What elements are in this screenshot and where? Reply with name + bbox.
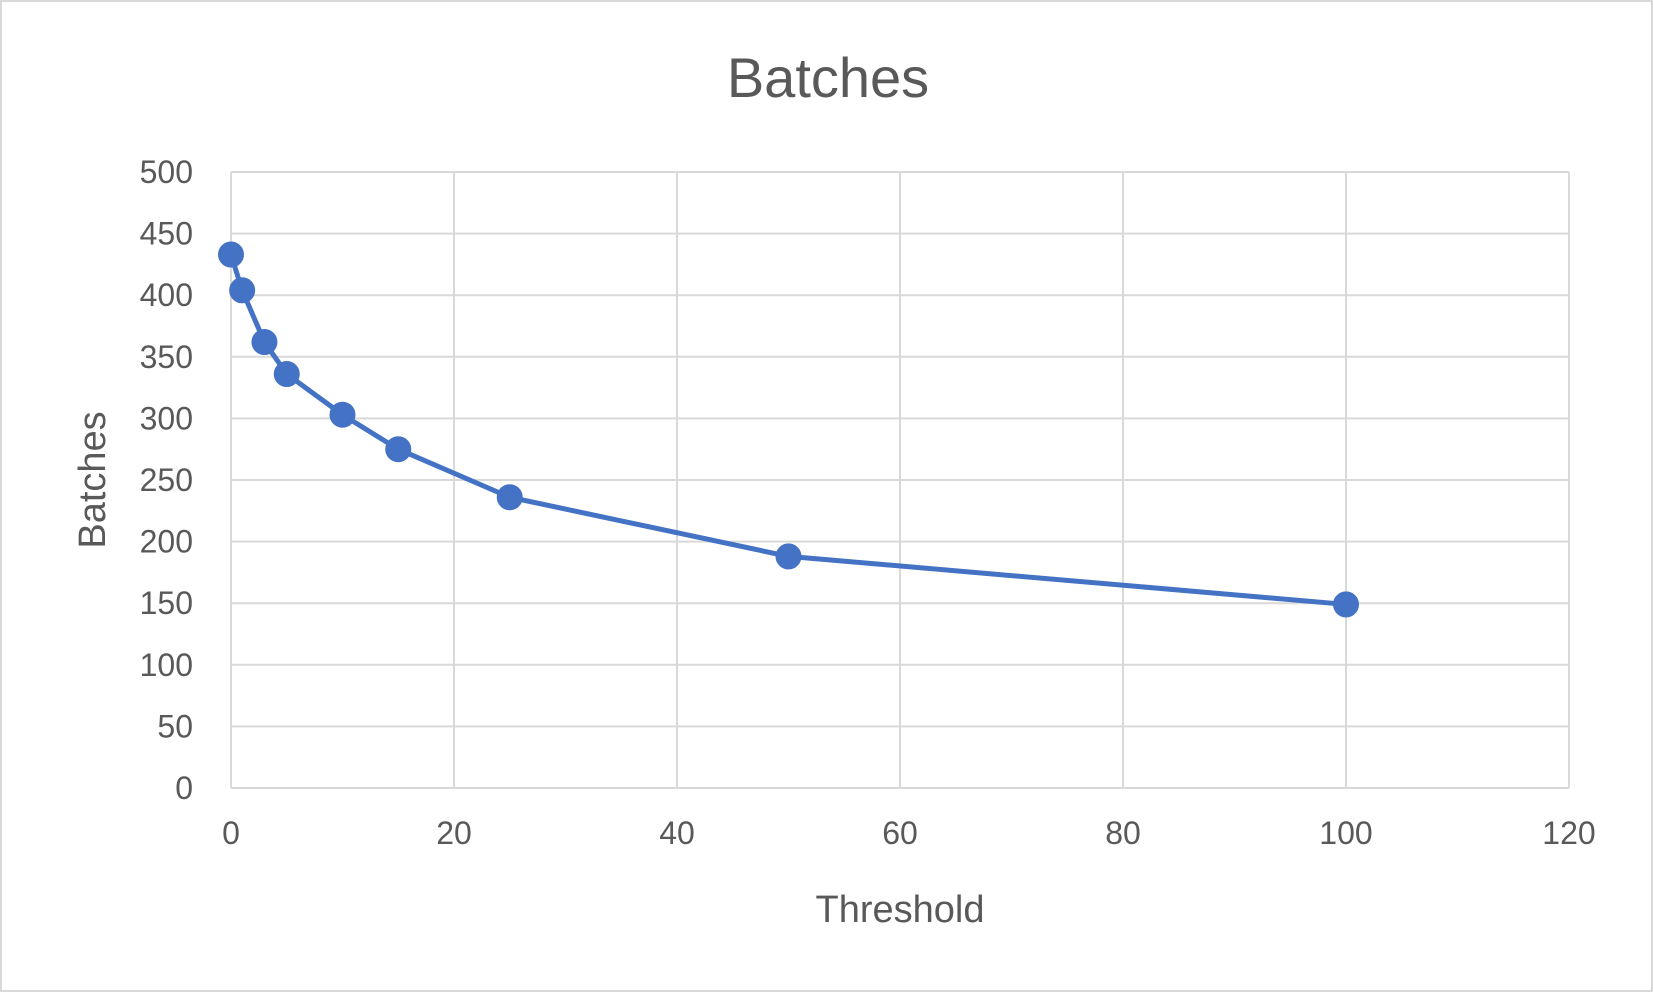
x-axis-title: Threshold — [816, 889, 985, 931]
data-point-marker — [218, 241, 244, 268]
gridlines — [230, 171, 1570, 789]
y-tick-label: 300 — [140, 400, 193, 436]
chart-title: Batches — [727, 46, 929, 109]
x-axis-tick-labels: 0 20 40 60 80 100 120 — [222, 815, 1596, 851]
x-tick-label: 120 — [1542, 815, 1595, 851]
y-tick-label: 500 — [140, 154, 193, 190]
y-tick-label: 400 — [140, 277, 193, 313]
y-tick-label: 450 — [140, 216, 193, 252]
data-point-marker — [329, 401, 356, 428]
y-tick-label: 50 — [157, 708, 193, 744]
data-point-marker — [775, 543, 802, 570]
x-tick-label: 0 — [222, 815, 240, 851]
y-tick-label: 350 — [140, 339, 193, 375]
x-tick-label: 60 — [882, 815, 918, 851]
data-point-marker — [251, 329, 278, 356]
y-axis-tick-labels: 0 50 100 150 200 250 300 350 400 450 500 — [140, 154, 193, 806]
data-point-marker — [273, 361, 300, 388]
x-tick-label: 100 — [1319, 815, 1372, 851]
y-tick-label: 200 — [140, 524, 193, 560]
data-point-marker — [496, 484, 523, 511]
data-point-marker — [229, 277, 256, 304]
y-tick-label: 250 — [140, 462, 193, 498]
x-tick-label: 40 — [659, 815, 695, 851]
x-tick-label: 80 — [1105, 815, 1141, 851]
data-point-marker — [385, 436, 412, 463]
x-tick-label: 20 — [436, 815, 472, 851]
y-tick-label: 100 — [140, 647, 193, 683]
data-series — [218, 241, 1359, 618]
y-axis-title: Batches — [72, 411, 114, 548]
data-point-marker — [1333, 591, 1359, 618]
y-tick-label: 150 — [140, 585, 193, 621]
y-tick-label: 0 — [175, 770, 193, 806]
